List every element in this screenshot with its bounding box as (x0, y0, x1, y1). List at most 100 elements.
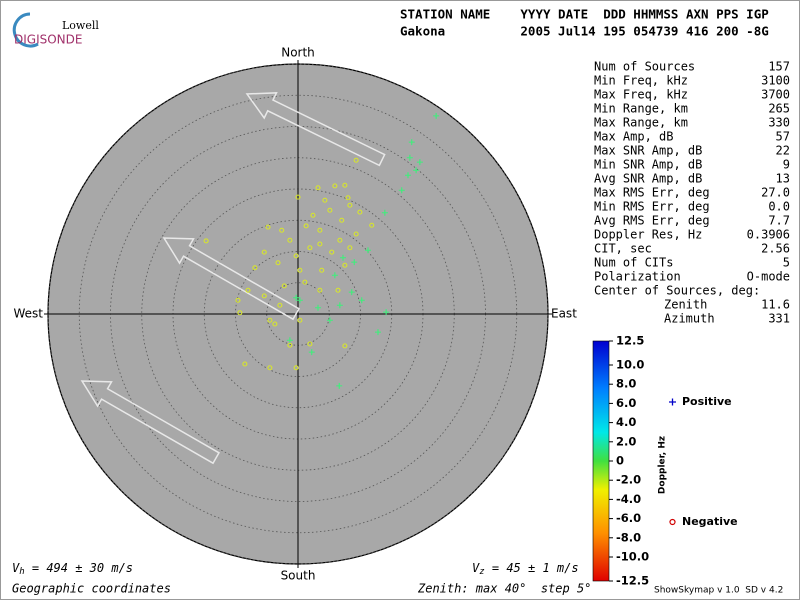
source-negative (317, 227, 323, 233)
colorbar-tick-label: 12.5 (616, 334, 644, 348)
source-positive (406, 154, 413, 161)
source-positive (296, 297, 303, 304)
vz-symbol: V (472, 561, 480, 575)
source-negative (277, 302, 283, 308)
source-positive (398, 187, 405, 194)
source-negative (337, 237, 343, 243)
source-positive (348, 289, 355, 296)
legend-symbol (669, 518, 676, 526)
legend-label: Negative (682, 515, 738, 528)
colorbar-tick-label: 2.0 (616, 434, 636, 448)
source-positive (413, 167, 420, 174)
colorbar (592, 340, 610, 582)
stat-label: Max Freq, kHz (594, 88, 688, 102)
source-negative (297, 267, 303, 273)
source-negative (252, 265, 258, 271)
source-negative (307, 341, 313, 347)
stat-value: 3100 (761, 74, 790, 88)
source-negative (302, 279, 308, 285)
logo-bottom: DIGISONDE (14, 33, 82, 47)
stat-value: 3700 (761, 88, 790, 102)
source-positive (331, 272, 338, 279)
coords-label: Geographic coordinates (12, 582, 171, 596)
source-negative (329, 249, 335, 255)
source-negative (353, 231, 359, 237)
stat-value: 157 (768, 60, 790, 74)
source-negative (317, 241, 323, 247)
stat-value: O-mode (747, 270, 790, 284)
source-negative (293, 253, 299, 259)
stat-label: Max SNR Amp, dB (594, 144, 702, 158)
colorbar-tick-label: 4.0 (616, 415, 636, 429)
source-negative (347, 245, 353, 251)
vh-sub: h (19, 567, 24, 577)
stat-value: 265 (768, 102, 790, 116)
direction-east: East (551, 307, 577, 321)
stat-value: 9 (783, 158, 790, 172)
source-negative (261, 293, 267, 299)
colorbar-tick-label: -4.0 (616, 492, 641, 506)
stat-label: Max Range, km (594, 116, 688, 130)
source-negative (297, 317, 303, 323)
source-negative (287, 237, 293, 243)
colorbar-tick-label: -2.0 (616, 473, 641, 487)
stat-label: Avg RMS Err, deg (594, 214, 710, 228)
stat-value: 57 (776, 130, 790, 144)
source-negative (245, 287, 251, 293)
source-negative (279, 227, 285, 233)
source-negative (315, 185, 321, 191)
source-positive (293, 294, 300, 301)
vz-label: Vz = 45 ± 1 m/s (472, 561, 579, 577)
stat-label: Avg SNR Amp, dB (594, 172, 702, 186)
source-negative (265, 224, 271, 230)
source-negative (272, 321, 278, 327)
stat-label: Min Range, km (594, 102, 688, 116)
source-negative (342, 343, 348, 349)
source-negative (267, 365, 273, 371)
source-positive (416, 159, 423, 166)
source-negative (345, 195, 351, 201)
colorbar-tick-label: -12.5 (616, 574, 649, 588)
colorbar-tick-label: 10.0 (616, 358, 644, 372)
source-positive (381, 209, 388, 216)
stat-value: 27.0 (761, 186, 790, 200)
direction-south: South (281, 569, 316, 583)
zenith-label: Zenith: max 40° step 5° (417, 582, 591, 596)
stat-label: Min SNR Amp, dB (594, 158, 702, 172)
center-label: Azimuth (664, 312, 715, 326)
source-positive (286, 337, 293, 344)
center-title: Center of Sources, deg: (594, 284, 760, 298)
center-value: 331 (768, 312, 790, 326)
source-negative (322, 197, 328, 203)
colorbar-tick-label: -10.0 (616, 550, 649, 564)
stat-label: Polarization (594, 270, 681, 284)
source-negative (310, 212, 316, 218)
source-negative (267, 317, 273, 323)
logo-arc (12, 12, 39, 48)
source-negative (307, 245, 313, 251)
source-positive (308, 349, 315, 356)
source-positive (336, 382, 343, 389)
source-negative (357, 209, 363, 215)
source-negative (342, 262, 348, 268)
vh-label: Vh = 494 ± 30 m/s (12, 561, 133, 577)
stat-value: 22 (776, 144, 790, 158)
source-negative (347, 202, 353, 208)
legend-label: Positive (682, 395, 732, 408)
source-negative (261, 249, 267, 255)
colorbar-tick-label: 0 (616, 454, 624, 468)
stat-value: 330 (768, 116, 790, 130)
source-negative (327, 207, 333, 213)
stat-label: Max Amp, dB (594, 130, 673, 144)
legend-symbol (669, 398, 676, 406)
stat-value: 0.3906 (747, 228, 790, 242)
source-negative (303, 223, 309, 229)
colorbar-tick-label: -6.0 (616, 511, 641, 525)
source-negative (339, 217, 345, 223)
colorbar-label: Doppler, Hz (658, 436, 668, 494)
source-positive (351, 259, 358, 266)
direction-north: North (281, 46, 315, 60)
stat-value: 7.7 (768, 214, 790, 228)
source-negative (242, 361, 248, 367)
